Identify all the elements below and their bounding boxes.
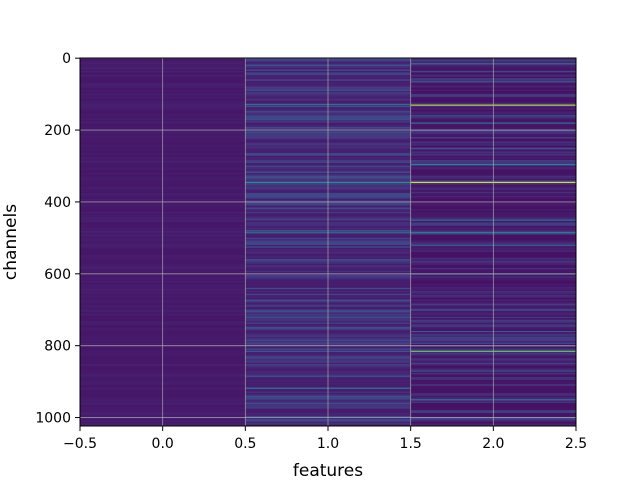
- x-tick-label: 1.5: [400, 436, 422, 452]
- y-tick-label: 600: [44, 267, 71, 283]
- x-tick-label: 2.0: [482, 436, 504, 452]
- x-axis-label: features: [293, 461, 363, 480]
- y-tick-label: 200: [44, 123, 71, 139]
- x-tick-label: 0.5: [234, 436, 256, 452]
- y-axis-label: channels: [1, 204, 21, 280]
- y-tick-label: 1000: [35, 411, 71, 427]
- y-tick-label: 400: [44, 195, 71, 211]
- x-tick-label: 2.5: [565, 436, 587, 452]
- x-tick-label: −0.5: [63, 436, 97, 452]
- y-tick-label: 0: [62, 51, 71, 67]
- y-axis-ticks: 0 200 400 600 800 1000: [35, 51, 80, 427]
- x-axis-ticks: −0.5 0.0 0.5 1.0 1.5 2.0 2.5: [63, 426, 587, 452]
- x-tick-label: 0.0: [152, 436, 174, 452]
- x-tick-label: 1.0: [317, 436, 339, 452]
- y-tick-label: 800: [44, 339, 71, 355]
